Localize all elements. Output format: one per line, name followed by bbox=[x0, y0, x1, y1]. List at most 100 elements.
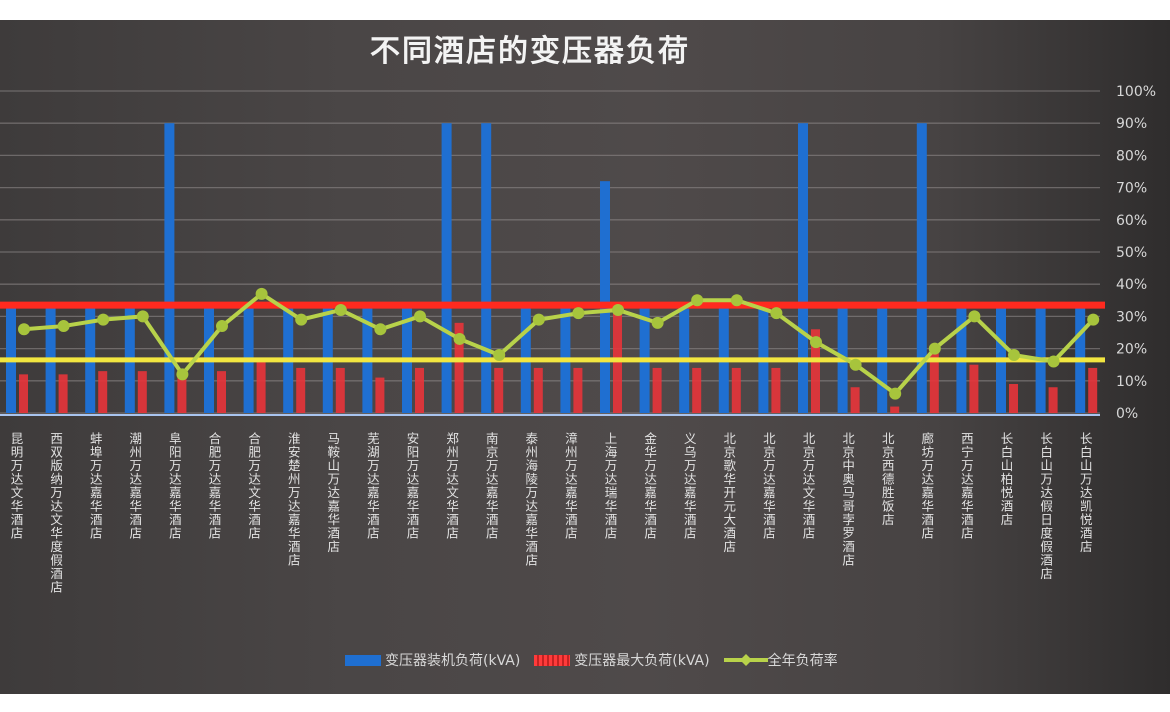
line-load-rate bbox=[23, 291, 1095, 397]
legend-line-marker-icon bbox=[723, 654, 768, 666]
x-axis-category-label: 蚌埠万达嘉华酒店 bbox=[88, 432, 103, 540]
line-marker bbox=[453, 332, 466, 345]
bar-max-load bbox=[533, 367, 543, 413]
x-axis-category-label: 长白山柏悦酒店 bbox=[999, 432, 1014, 527]
line-marker bbox=[928, 342, 941, 355]
line-marker bbox=[18, 323, 30, 336]
x-axis-category-label: 合肥万达嘉华酒店 bbox=[207, 431, 222, 540]
legend-swatch-red bbox=[534, 654, 571, 666]
y-axis-tick-label: 0% bbox=[1116, 406, 1138, 422]
bar-max-load bbox=[137, 371, 147, 413]
bar-max-load bbox=[415, 367, 424, 413]
x-axis-category-label: 阜阳万达嘉华酒店 bbox=[167, 431, 182, 540]
x-axis-category-label: 金华万达嘉华酒店 bbox=[642, 431, 657, 540]
x-axis-category-label: 漳州万达嘉华酒店 bbox=[563, 431, 578, 540]
line-marker bbox=[1047, 355, 1060, 368]
bar-max-load bbox=[58, 374, 68, 413]
bar-max-load bbox=[335, 367, 345, 413]
line-marker bbox=[612, 303, 624, 316]
chart-title: 不同酒店的变压器负荷 bbox=[370, 34, 690, 69]
x-axis-category-label: 北京中奥马哥孛罗酒店 bbox=[840, 432, 855, 567]
legend-item-installed-load: 变压器装机负荷(kVA) bbox=[345, 650, 520, 670]
bar-max-load bbox=[969, 364, 979, 413]
bar-max-load bbox=[652, 367, 662, 413]
bar-max-load bbox=[217, 371, 226, 413]
bar-max-load bbox=[1048, 387, 1058, 413]
y-axis-tick-label: 40% bbox=[1116, 277, 1147, 293]
bar-max-load bbox=[1009, 384, 1018, 413]
bar-installed-load bbox=[441, 123, 452, 413]
y-axis-tick-label: 20% bbox=[1116, 342, 1147, 358]
x-axis-category-label: 长白山万达凯悦酒店 bbox=[1078, 432, 1093, 554]
x-axis-category-label: 郑州万达文华酒店 bbox=[444, 431, 459, 540]
line-marker bbox=[572, 307, 585, 320]
legend-label: 变压器装机负荷(kVA) bbox=[385, 653, 521, 669]
bar-max-load bbox=[731, 367, 741, 413]
bar-max-load bbox=[256, 358, 266, 413]
line-marker bbox=[532, 313, 545, 326]
y-axis-tick-label: 70% bbox=[1116, 181, 1147, 197]
legend-item-load-rate: 全年负荷率 bbox=[723, 650, 838, 670]
line-marker bbox=[691, 294, 704, 307]
bar-installed-load bbox=[798, 123, 808, 413]
x-axis-category-label: 南京万达嘉华酒店 bbox=[484, 431, 499, 540]
bar-installed-load bbox=[481, 123, 492, 413]
legend-item-max-load: 变压器最大负荷(kVA) bbox=[534, 650, 710, 670]
bar-max-load bbox=[613, 313, 622, 413]
bar-max-load bbox=[494, 367, 504, 413]
line-marker bbox=[176, 368, 189, 381]
line-marker bbox=[414, 310, 426, 323]
x-axis-category-label: 马鞍山万达嘉华酒店 bbox=[325, 432, 340, 554]
bar-max-load bbox=[177, 374, 187, 413]
bar-max-load bbox=[296, 367, 306, 413]
line-marker bbox=[334, 303, 347, 316]
legend-label: 变压器最大负荷(kVA) bbox=[574, 653, 710, 669]
x-axis-category-label: 廊坊万达嘉华酒店 bbox=[919, 431, 934, 540]
line-marker bbox=[730, 294, 743, 307]
y-axis-tick-label: 50% bbox=[1116, 245, 1147, 261]
bar-max-load bbox=[692, 367, 702, 413]
x-axis-category-label: 北京歌华开元大酒店 bbox=[721, 432, 736, 554]
x-axis-category-label: 北京万达嘉华酒店 bbox=[761, 432, 776, 540]
x-axis-category-label: 潮州万达嘉华酒店 bbox=[127, 431, 142, 540]
line-marker bbox=[849, 358, 862, 371]
x-axis-category-label: 淮安楚州万达嘉华酒店 bbox=[286, 432, 301, 567]
line-marker bbox=[97, 313, 110, 326]
x-axis-category-label: 义乌万达嘉华酒店 bbox=[682, 432, 697, 540]
chart-legend: 变压器装机负荷(kVA) 变压器最大负荷(kVA) 全年负荷率 bbox=[345, 650, 844, 670]
x-axis-category-label: 安阳万达嘉华酒店 bbox=[405, 431, 420, 540]
line-marker bbox=[493, 349, 506, 362]
line-marker bbox=[889, 387, 902, 400]
x-axis-category-label: 昆明万达文华酒店 bbox=[9, 432, 24, 540]
bar-max-load bbox=[929, 345, 939, 413]
line-marker bbox=[216, 320, 228, 333]
x-axis-category-label: 北京万达文华酒店 bbox=[801, 432, 816, 540]
bar-max-load bbox=[375, 377, 385, 413]
line-marker bbox=[770, 307, 783, 320]
line-marker bbox=[374, 323, 387, 336]
x-axis-category-label: 西双版纳万达文华度假酒店 bbox=[48, 432, 63, 594]
x-axis-category-label: 合肥万达文华酒店 bbox=[246, 431, 261, 540]
bar-max-load bbox=[19, 374, 28, 413]
bar-max-load bbox=[771, 367, 781, 413]
bar-installed-load bbox=[916, 123, 927, 413]
line-marker bbox=[1087, 313, 1100, 326]
bar-max-load bbox=[454, 322, 464, 413]
x-axis-category-label: 西宁万达嘉华酒店 bbox=[959, 432, 974, 540]
y-axis-tick-label: 30% bbox=[1116, 309, 1147, 325]
bar-installed-load bbox=[164, 123, 175, 413]
line-marker bbox=[968, 310, 981, 323]
y-axis-tick-label: 60% bbox=[1116, 213, 1147, 229]
line-marker bbox=[295, 313, 308, 326]
line-marker bbox=[810, 336, 822, 349]
bar-max-load bbox=[850, 387, 860, 413]
line-marker bbox=[651, 316, 664, 329]
x-axis-category-label: 上海万达瑞华酒店 bbox=[603, 432, 618, 540]
line-marker bbox=[1008, 349, 1020, 362]
legend-swatch-blue bbox=[345, 654, 381, 666]
y-axis-tick-label: 100% bbox=[1116, 84, 1156, 100]
x-axis-category-label: 长白山万达假日度假酒店 bbox=[1038, 432, 1053, 581]
line-marker bbox=[255, 287, 268, 300]
bar-installed-load bbox=[600, 181, 610, 413]
x-axis-category-label: 泰州海陵万达嘉华酒店 bbox=[523, 432, 538, 567]
